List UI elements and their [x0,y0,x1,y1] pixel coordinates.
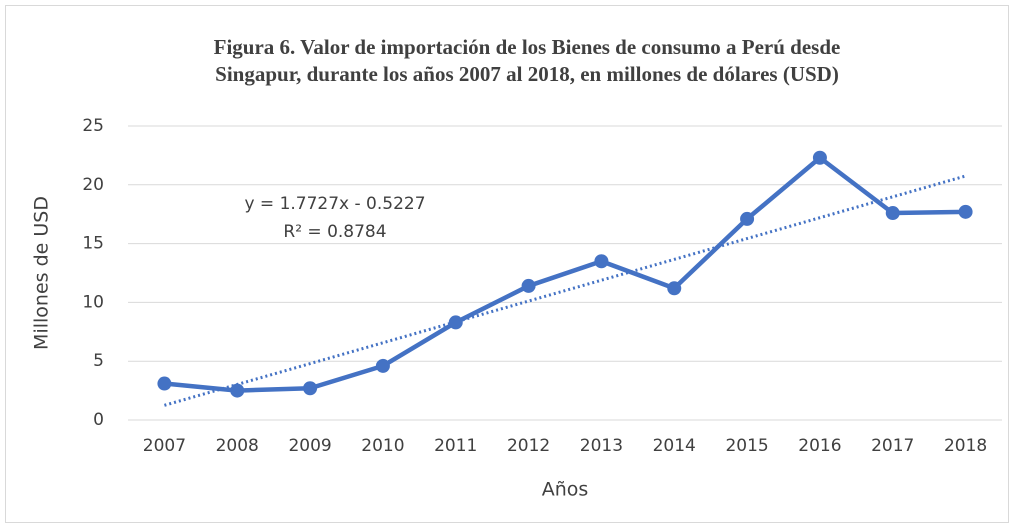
data-point [521,278,536,293]
x-tick-label: 2010 [361,436,404,456]
y-axis-label: Millones de USD [31,196,53,350]
data-point [303,381,318,396]
x-tick-label: 2011 [434,436,477,456]
trendline-equation: y = 1.7727x - 0.5227 [244,194,425,214]
chart-title: Singapur, durante los años 2007 al 2018,… [215,62,839,86]
x-tick-label: 2017 [871,436,914,456]
x-tick-label: 2014 [653,436,696,456]
trendline-r-squared: R² = 0.8784 [283,222,386,242]
data-point [230,383,245,398]
x-tick-label: 2018 [944,436,987,456]
chart-title: Figura 6. Valor de importación de los Bi… [214,35,841,59]
x-tick-label: 2012 [507,436,550,456]
data-point [375,358,390,373]
x-tick-label: 2016 [798,436,841,456]
x-tick-label: 2007 [143,436,186,456]
chart-frame [5,5,1009,523]
data-point [740,211,755,226]
data-point [885,206,900,221]
x-tick-label: 2013 [580,436,623,456]
x-tick-label: 2008 [216,436,259,456]
y-tick-label: 25 [82,116,104,136]
data-line [164,155,966,393]
y-tick-label: 5 [93,351,104,371]
data-point [594,254,609,269]
data-point [958,204,973,219]
x-tick-label: 2009 [288,436,331,456]
data-point [667,281,682,296]
y-tick-label: 15 [82,234,104,254]
y-tick-label: 20 [82,175,104,195]
x-tick-label: 2015 [725,436,768,456]
trendline [164,174,966,407]
data-point [812,150,827,165]
data-point [157,376,172,391]
y-tick-label: 10 [82,292,104,312]
x-axis-label: Años [542,479,589,501]
data-point [448,315,463,330]
y-tick-label: 0 [93,410,104,430]
